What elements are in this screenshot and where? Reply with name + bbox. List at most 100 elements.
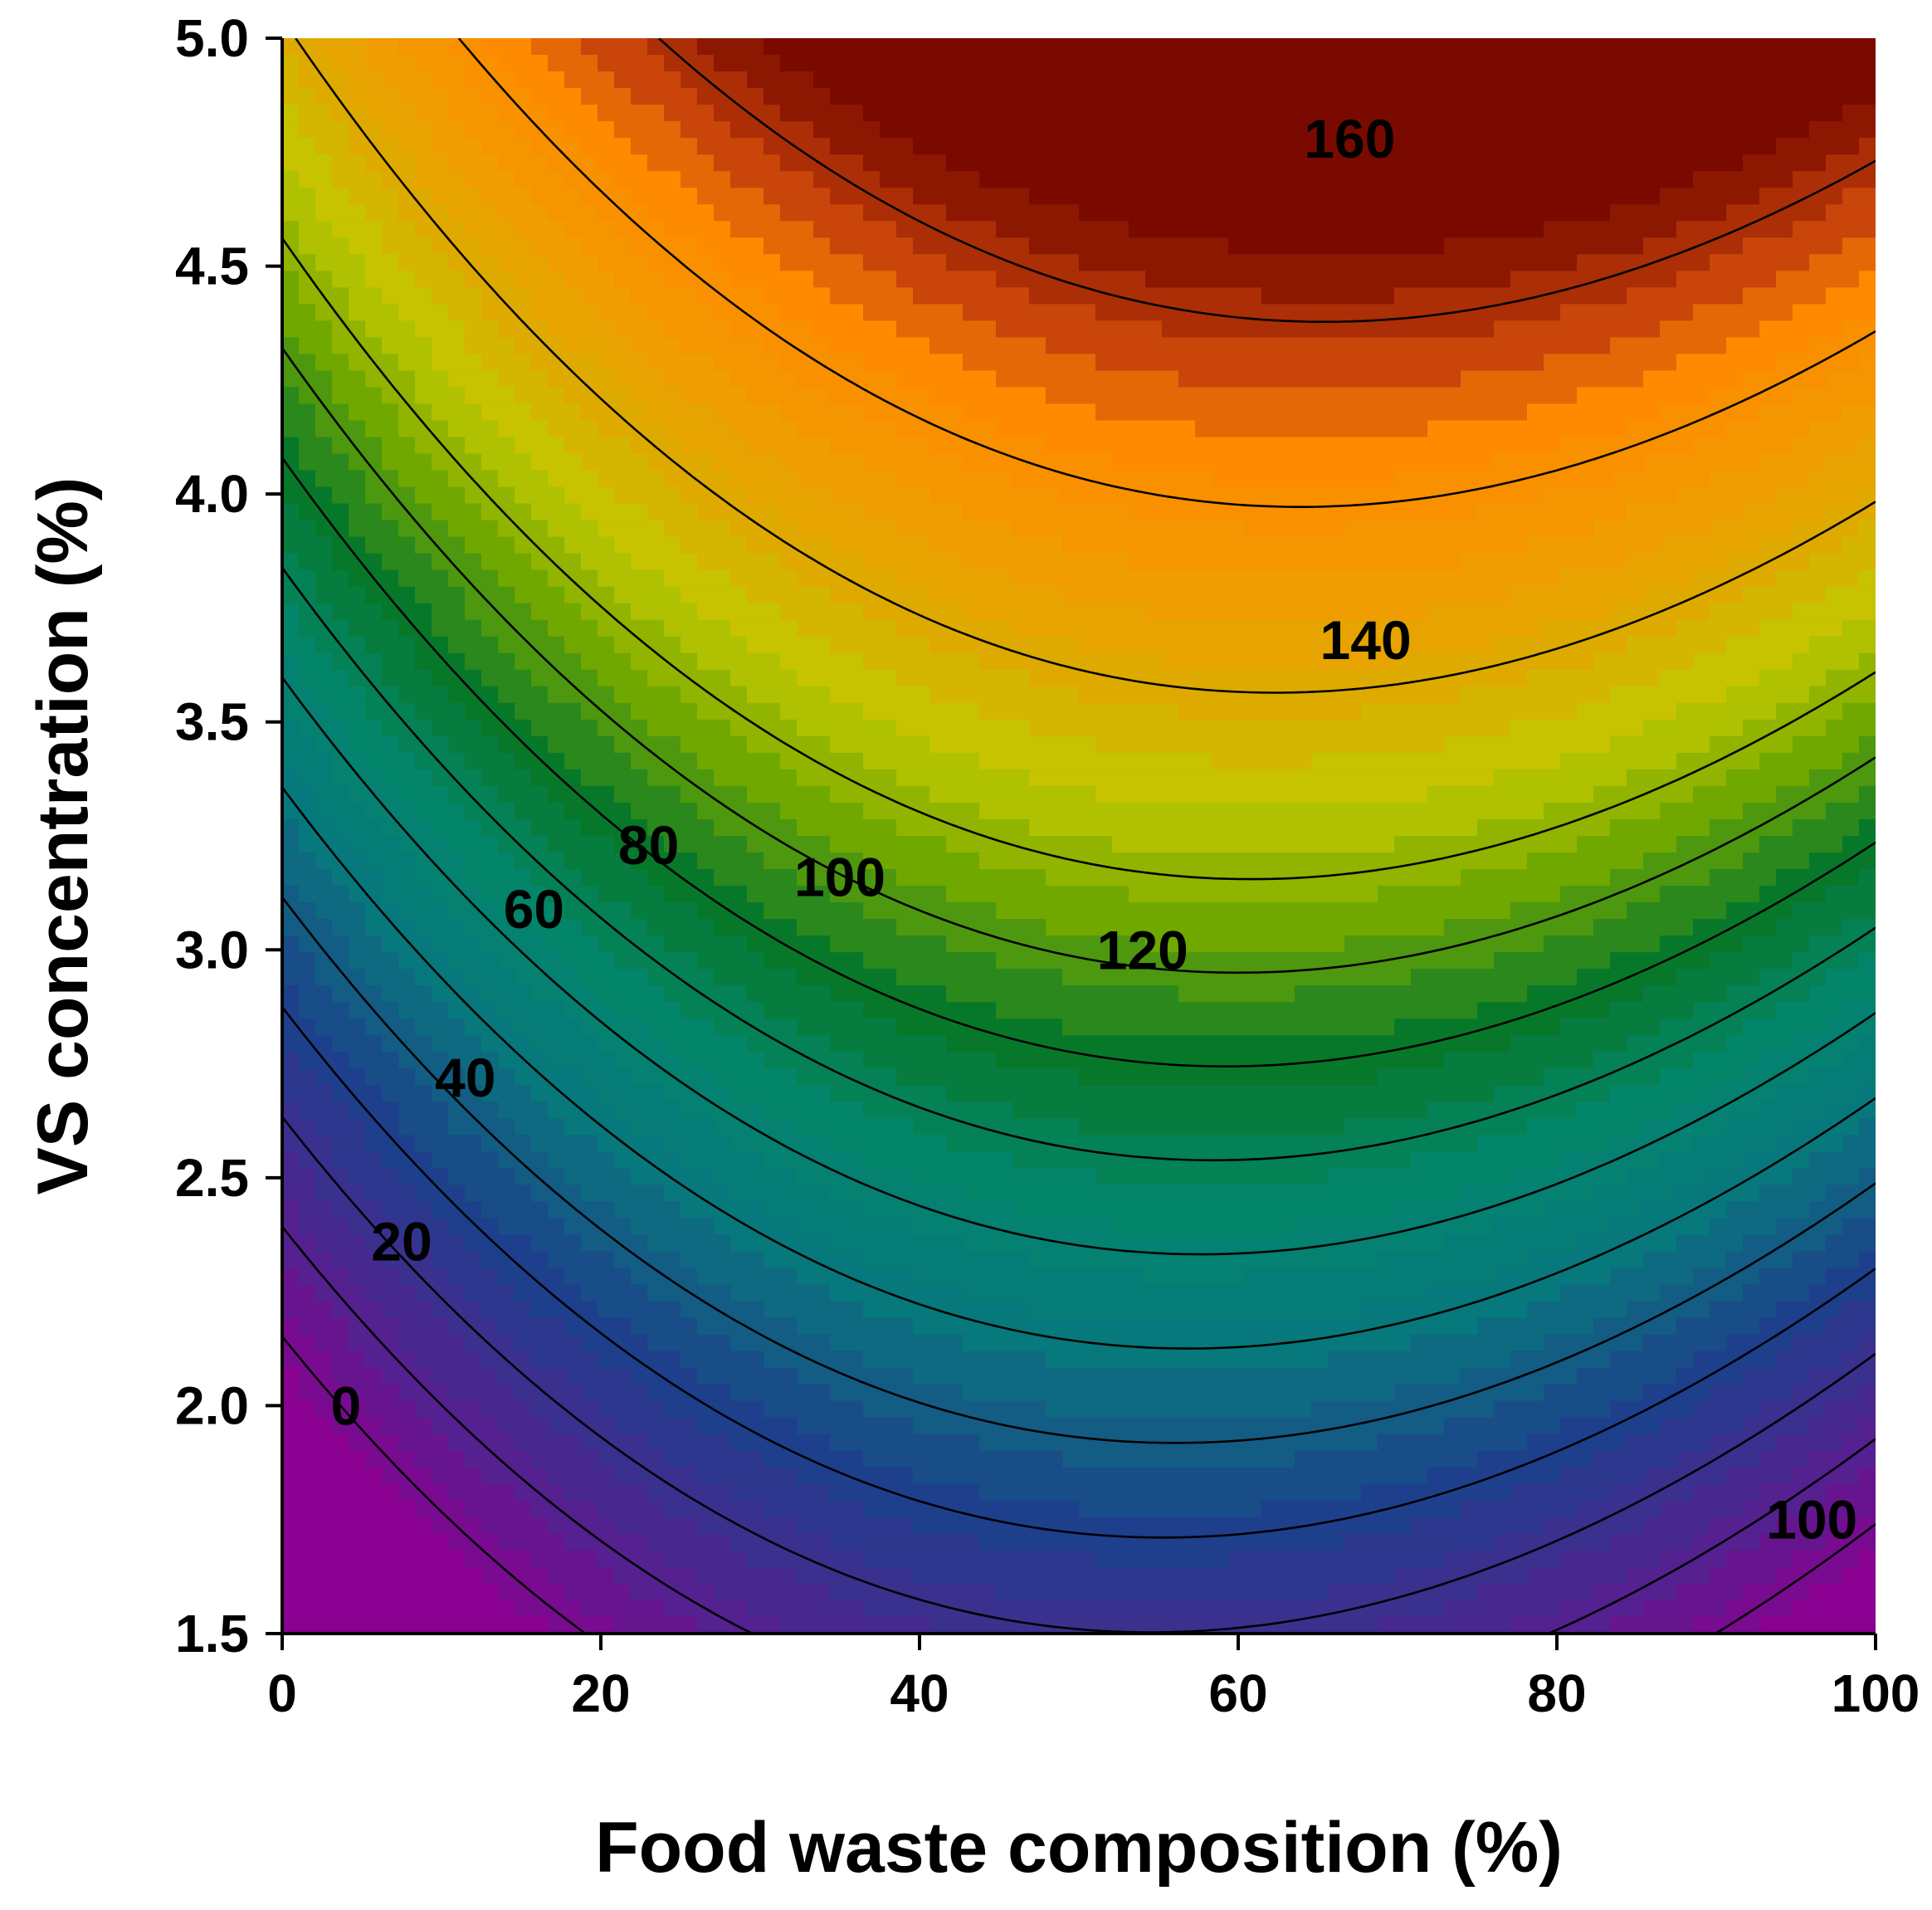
contour-cell <box>979 71 997 89</box>
contour-cell <box>581 55 598 72</box>
contour-cell <box>979 935 997 953</box>
contour-cell <box>979 769 997 787</box>
contour-cell <box>780 769 798 787</box>
contour-cell <box>398 1417 416 1435</box>
contour-cell <box>780 652 798 671</box>
contour-cell <box>963 1517 980 1535</box>
contour-cell <box>382 520 399 538</box>
contour-cell <box>332 969 349 986</box>
contour-cell <box>1046 71 1063 89</box>
contour-cell <box>896 1467 914 1485</box>
contour-cell <box>631 486 648 505</box>
contour-cell <box>465 1135 482 1153</box>
contour-cell <box>332 886 349 903</box>
contour-cell <box>929 802 947 820</box>
contour-cell <box>747 370 764 388</box>
contour-cell <box>730 453 748 471</box>
contour-cell <box>365 1533 383 1551</box>
contour-cell <box>880 1400 897 1419</box>
contour-cell <box>1012 403 1030 422</box>
contour-cell <box>896 735 914 754</box>
contour-cell <box>979 1185 997 1203</box>
contour-cell <box>382 121 399 139</box>
contour-cell <box>299 1234 316 1253</box>
contour-cell <box>1079 71 1096 89</box>
contour-cell <box>465 1616 482 1634</box>
contour-cell <box>946 38 964 56</box>
contour-cell <box>315 636 333 654</box>
contour-cell <box>365 188 383 206</box>
contour-cell <box>681 486 698 505</box>
contour-cell <box>481 1417 499 1435</box>
contour-cell <box>349 719 366 737</box>
contour-cell <box>846 785 864 804</box>
contour-cell <box>332 1035 349 1053</box>
contour-cell <box>1095 204 1113 222</box>
contour-cell <box>481 869 499 887</box>
contour-cell <box>747 1185 764 1203</box>
contour-cell <box>481 553 499 571</box>
contour-cell <box>664 387 681 405</box>
contour-cell <box>797 1367 814 1385</box>
contour-cell <box>398 836 416 853</box>
contour-cell <box>647 1550 665 1568</box>
contour-cell <box>963 1185 980 1203</box>
contour-cell <box>1112 702 1129 721</box>
contour-cell <box>1079 636 1096 654</box>
contour-cell <box>1046 836 1063 853</box>
contour-cell <box>697 919 715 936</box>
contour-cell <box>664 1317 681 1336</box>
contour-cell <box>1112 1351 1129 1369</box>
contour-cell <box>515 752 532 770</box>
contour-cell <box>1079 985 1096 1004</box>
contour-cell <box>681 1118 698 1136</box>
contour-cell <box>764 1218 781 1236</box>
contour-cell <box>979 586 997 604</box>
contour-cell <box>681 370 698 388</box>
contour-cell <box>929 387 947 405</box>
contour-cell <box>1079 902 1096 920</box>
contour-cell <box>830 1301 847 1319</box>
contour-cell <box>1095 1450 1113 1468</box>
contour-cell <box>598 553 615 571</box>
contour-cell <box>880 105 897 122</box>
contour-cell <box>349 470 366 488</box>
contour-cell <box>1095 1600 1113 1618</box>
contour-cell <box>515 1102 532 1120</box>
contour-cell <box>963 1284 980 1302</box>
contour-cell <box>448 902 466 920</box>
contour-cell <box>681 586 698 604</box>
contour-cell <box>282 287 300 305</box>
contour-cell <box>481 952 499 970</box>
contour-cell <box>1145 55 1163 72</box>
contour-cell <box>963 138 980 155</box>
contour-cell <box>531 1351 549 1369</box>
contour-cell <box>797 503 814 521</box>
contour-cell <box>846 1533 864 1551</box>
contour-cell <box>282 1450 300 1468</box>
contour-cell <box>714 1251 731 1269</box>
contour-cell <box>481 520 499 538</box>
contour-cell <box>846 1019 864 1037</box>
contour-cell <box>581 271 598 289</box>
contour-cell <box>1095 370 1113 388</box>
contour-cell <box>1129 636 1146 654</box>
contour-cell <box>349 1218 366 1236</box>
contour-cell <box>531 969 549 986</box>
contour-cell <box>315 520 333 538</box>
contour-cell <box>880 1600 897 1618</box>
contour-cell <box>929 669 947 687</box>
contour-cell <box>365 919 383 936</box>
contour-cell <box>714 935 731 953</box>
contour-cell <box>515 320 532 339</box>
contour-cell <box>398 1483 416 1502</box>
contour-cell <box>598 486 615 505</box>
contour-cell <box>863 271 881 289</box>
contour-cell <box>813 503 831 521</box>
contour-cell <box>581 1483 598 1502</box>
contour-cell <box>531 55 549 72</box>
contour-cell <box>946 719 964 737</box>
contour-cell <box>946 437 964 455</box>
contour-cell <box>730 1251 748 1269</box>
contour-cell <box>432 287 449 305</box>
